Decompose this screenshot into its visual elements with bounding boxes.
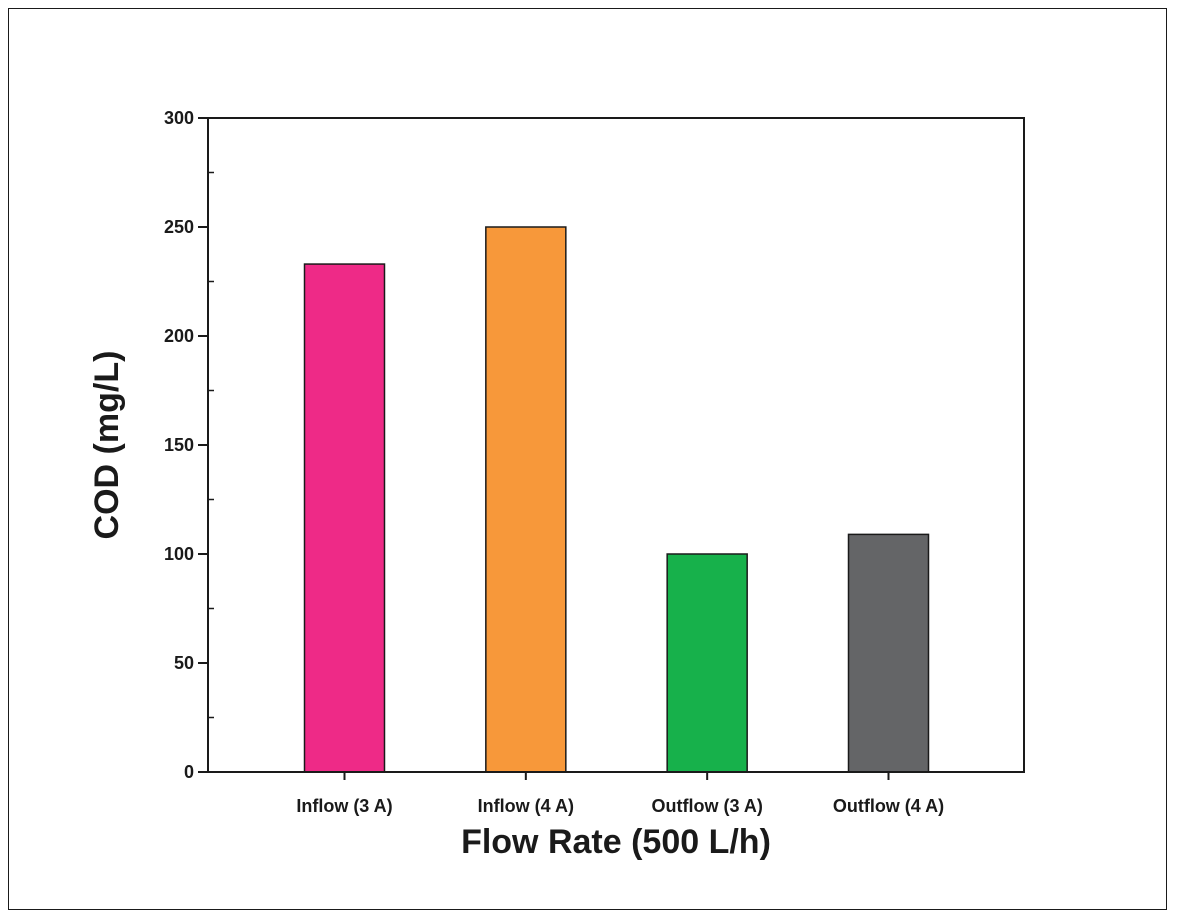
y-tick-label: 0 [184,762,194,782]
x-tick-label: Outflow (4 A) [833,796,944,816]
y-tick-label: 150 [164,435,194,455]
y-tick-label: 250 [164,217,194,237]
y-tick-label: 50 [174,653,194,673]
y-tick-label: 100 [164,544,194,564]
bar-2 [485,226,567,773]
y-tick-label: 300 [164,108,194,128]
x-tick-label: Inflow (4 A) [478,796,574,816]
bar-4 [847,533,930,773]
x-axis-title: Flow Rate (500 L/h) [461,823,771,861]
plot-area-frame [207,117,1025,773]
bar-3 [666,553,748,773]
x-tick-label: Inflow (3 A) [296,796,392,816]
bars [303,226,930,773]
y-tick-label: 200 [164,326,194,346]
y-axis-title: COD (mg/L) [88,351,126,540]
x-tick-label: Outflow (3 A) [652,796,763,816]
figure-frame [8,8,1167,910]
bar-1 [303,263,386,773]
tick-labels: Inflow (3 A) Inflow (4 A) Outflow (3 A) Out… [164,108,944,816]
